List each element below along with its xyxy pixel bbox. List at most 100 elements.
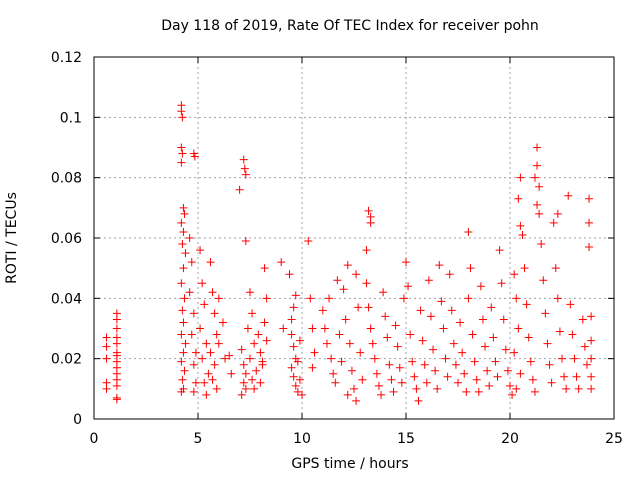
data-point <box>366 218 375 227</box>
data-point <box>476 282 485 291</box>
data-point <box>449 339 458 348</box>
data-point <box>189 387 198 396</box>
data-point <box>551 264 560 273</box>
data-point <box>200 300 209 309</box>
data-point <box>587 336 596 345</box>
y-tick-label: 0.1 <box>60 110 82 126</box>
data-point <box>112 324 121 333</box>
data-point <box>547 378 556 387</box>
data-point <box>572 372 581 381</box>
data-point <box>543 339 552 348</box>
data-point <box>241 170 250 179</box>
data-point <box>464 294 473 303</box>
data-point <box>495 246 504 255</box>
data-point <box>212 384 221 393</box>
x-tick-label: 25 <box>605 431 623 447</box>
data-point <box>533 143 542 152</box>
data-point <box>506 381 514 390</box>
data-point <box>179 203 188 212</box>
data-point <box>364 206 373 215</box>
data-point <box>333 276 342 285</box>
data-point <box>510 348 519 357</box>
data-point <box>350 384 358 393</box>
data-point <box>416 306 425 315</box>
data-point <box>585 243 594 252</box>
data-point <box>516 173 525 182</box>
data-point <box>112 395 121 404</box>
data-point <box>497 279 506 288</box>
data-point <box>352 270 361 279</box>
data-point <box>429 345 438 354</box>
data-point <box>335 330 344 339</box>
data-point <box>431 366 440 375</box>
data-point <box>202 390 211 399</box>
data-point <box>530 173 539 182</box>
data-point <box>356 348 365 357</box>
data-point <box>541 309 550 318</box>
data-point <box>553 294 562 303</box>
data-point <box>462 387 471 396</box>
data-point <box>535 209 544 218</box>
data-point <box>564 191 573 200</box>
data-point <box>562 384 571 393</box>
data-point <box>239 155 248 164</box>
data-point <box>537 240 546 249</box>
data-point <box>179 264 188 273</box>
data-point <box>325 294 334 303</box>
data-point <box>214 294 223 303</box>
data-point <box>347 366 356 375</box>
data-point <box>295 336 304 345</box>
data-point <box>560 372 569 381</box>
data-point <box>241 384 250 393</box>
data-point <box>181 249 190 258</box>
data-point <box>483 366 492 375</box>
data-point <box>354 303 363 312</box>
data-point <box>391 321 400 330</box>
data-point <box>481 342 490 351</box>
data-point <box>399 294 408 303</box>
data-point <box>454 378 462 387</box>
data-point <box>237 390 246 399</box>
y-tick-label: 0 <box>73 412 82 428</box>
data-point <box>408 357 417 366</box>
data-point <box>370 354 379 363</box>
data-point <box>549 218 558 227</box>
data-point <box>198 279 207 288</box>
data-point <box>510 270 519 279</box>
data-point <box>200 378 209 387</box>
data-point <box>258 357 267 366</box>
data-point <box>189 309 198 318</box>
data-point <box>574 384 583 393</box>
data-point <box>179 318 188 327</box>
data-point <box>102 333 111 342</box>
data-points <box>102 101 596 405</box>
data-point <box>177 107 186 116</box>
data-point <box>112 315 121 324</box>
data-point <box>385 360 394 369</box>
data-point <box>187 330 196 339</box>
data-point <box>102 384 111 393</box>
data-point <box>221 354 230 363</box>
data-point <box>558 354 566 363</box>
data-point <box>568 330 577 339</box>
data-point <box>310 348 319 357</box>
data-point <box>518 230 527 239</box>
data-point <box>180 294 189 303</box>
data-point <box>578 315 587 324</box>
y-tick-label: 0.08 <box>51 171 82 187</box>
data-point <box>178 113 187 122</box>
data-point <box>447 306 456 315</box>
data-point <box>322 339 331 348</box>
data-point <box>420 360 429 369</box>
x-tick-label: 20 <box>501 431 519 447</box>
data-point <box>227 369 236 378</box>
data-point <box>435 261 444 270</box>
data-point <box>582 360 591 369</box>
y-axis-tick-labels: 0 0.02 0.04 0.06 0.08 0.1 0.12 <box>51 50 82 428</box>
data-point <box>366 324 375 333</box>
y-tick-label: 0.02 <box>51 352 82 368</box>
data-point <box>185 234 194 242</box>
data-point <box>285 270 294 279</box>
data-point <box>252 366 261 375</box>
